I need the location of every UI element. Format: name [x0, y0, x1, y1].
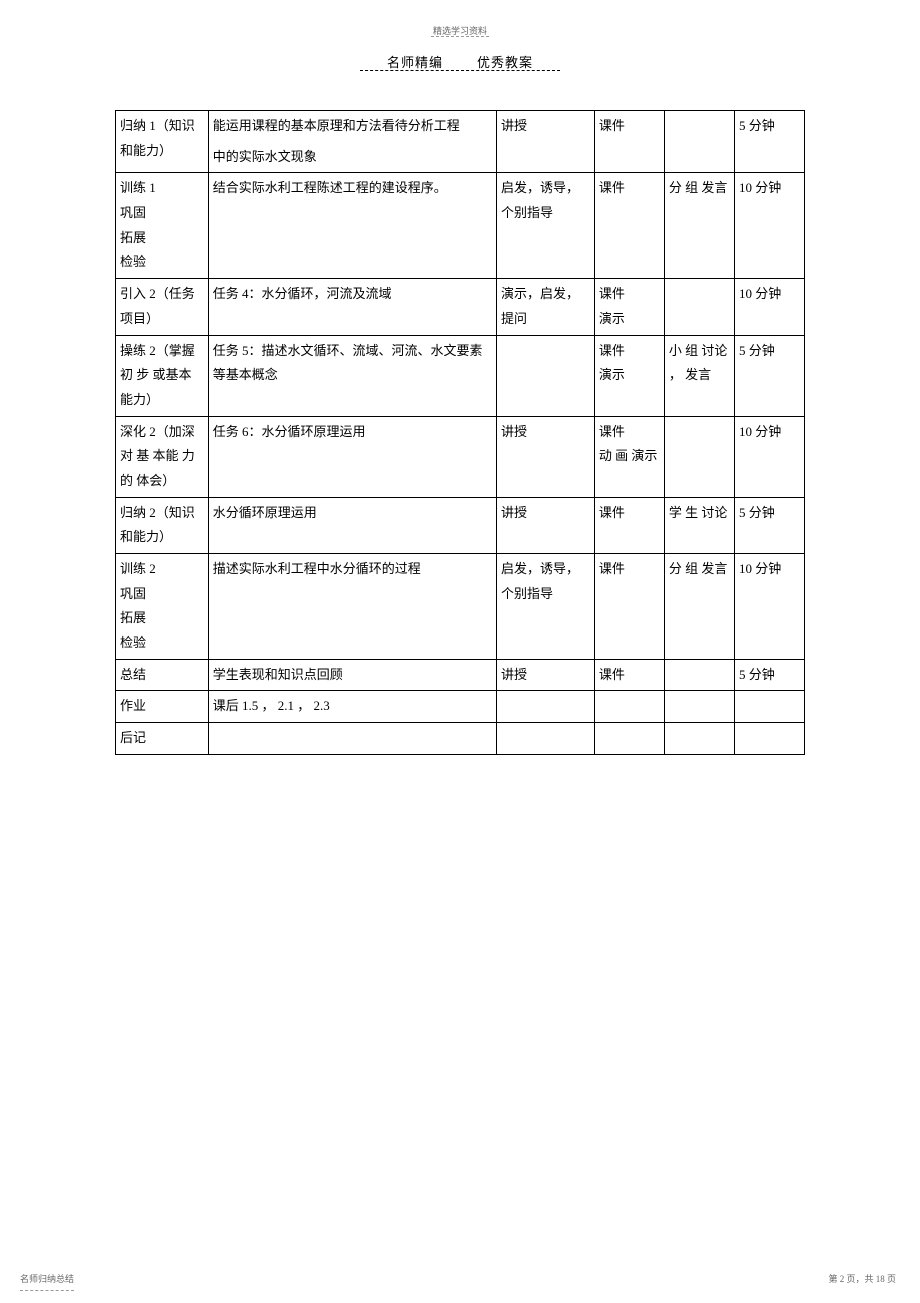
cell-step: 训练 2 巩固 拓展 检验 — [116, 554, 209, 660]
cell-step: 操练 2（掌握 初 步 或基本能力） — [116, 335, 209, 416]
top-label-underline — [431, 36, 489, 37]
cell-step: 后记 — [116, 723, 209, 755]
footer-left-underline — [20, 1290, 74, 1291]
cell-content: 任务 6：水分循环原理运用 — [208, 416, 496, 497]
cell-time: 5 分钟 — [734, 497, 804, 553]
cell-time: 5 分钟 — [734, 659, 804, 691]
cell-time: 10 分钟 — [734, 173, 804, 279]
cell-method: 讲授 — [497, 659, 595, 691]
table-row: 深化 2（加深 对 基 本能 力 的 体会） 任务 6：水分循环原理运用 讲授 … — [116, 416, 805, 497]
cell-media: 课件 — [594, 111, 664, 173]
subtitle-left: 名师精编 — [387, 55, 443, 70]
table-row: 训练 2 巩固 拓展 检验 描述实际水利工程中水分循环的过程 启发，诱导，个别指… — [116, 554, 805, 660]
table-row: 训练 1 巩固 拓展 检验 结合实际水利工程陈述工程的建设程序。 启发，诱导，个… — [116, 173, 805, 279]
cell-step: 训练 1 巩固 拓展 检验 — [116, 173, 209, 279]
cell-media — [594, 723, 664, 755]
subtitle-underline — [360, 70, 560, 71]
cell-content: 中的实际水文现象 — [208, 142, 496, 173]
cell-media: 课件 动 画 演示 — [594, 416, 664, 497]
cell-time: 5 分钟 — [734, 335, 804, 416]
cell-method: 讲授 — [497, 416, 595, 497]
table-row: 作业 课后 1.5 ， 2.1 ， 2.3 — [116, 691, 805, 723]
footer-right: 第 2 页，共 18 页 — [828, 1272, 896, 1285]
cell-media: 课件 — [594, 173, 664, 279]
cell-method: 启发，诱导，个别指导 — [497, 554, 595, 660]
table-row: 归纳 1（知识和能力） 能运用课程的基本原理和方法看待分析工程 讲授 课件 5 … — [116, 111, 805, 142]
cell-activity — [664, 111, 734, 173]
cell-method: 讲授 — [497, 497, 595, 553]
cell-time: 5 分钟 — [734, 111, 804, 173]
cell-activity — [664, 416, 734, 497]
cell-media: 课件 — [594, 554, 664, 660]
cell-time: 10 分钟 — [734, 279, 804, 335]
cell-method — [497, 335, 595, 416]
cell-activity — [664, 691, 734, 723]
footer-left: 名师归纳总结 — [20, 1272, 74, 1285]
lesson-plan-table: 归纳 1（知识和能力） 能运用课程的基本原理和方法看待分析工程 讲授 课件 5 … — [115, 110, 805, 755]
cell-content: 学生表现和知识点回顾 — [208, 659, 496, 691]
cell-step: 引入 2（任务项目） — [116, 279, 209, 335]
cell-content: 任务 4：水分循环，河流及流域 — [208, 279, 496, 335]
cell-method — [497, 691, 595, 723]
cell-activity: 分 组 发言 — [664, 554, 734, 660]
cell-step: 深化 2（加深 对 基 本能 力 的 体会） — [116, 416, 209, 497]
table-row: 总结 学生表现和知识点回顾 讲授 课件 5 分钟 — [116, 659, 805, 691]
cell-content: 任务 5：描述水文循环、流域、河流、水文要素等基本概念 — [208, 335, 496, 416]
cell-time: 10 分钟 — [734, 554, 804, 660]
cell-media: 课件 演示 — [594, 279, 664, 335]
cell-method — [497, 723, 595, 755]
cell-media: 课件 演示 — [594, 335, 664, 416]
cell-content: 结合实际水利工程陈述工程的建设程序。 — [208, 173, 496, 279]
cell-activity: 分 组 发言 — [664, 173, 734, 279]
table-row: 归纳 2（知识和能力） 水分循环原理运用 讲授 课件 学 生 讨论 5 分钟 — [116, 497, 805, 553]
cell-step: 归纳 2（知识和能力） — [116, 497, 209, 553]
cell-time — [734, 723, 804, 755]
cell-method: 演示，启发，提问 — [497, 279, 595, 335]
cell-time: 10 分钟 — [734, 416, 804, 497]
cell-content — [208, 723, 496, 755]
cell-content: 描述实际水利工程中水分循环的过程 — [208, 554, 496, 660]
cell-step: 归纳 1（知识和能力） — [116, 111, 209, 173]
subtitle-right: 优秀教案 — [477, 55, 533, 70]
table-row: 后记 — [116, 723, 805, 755]
cell-method: 启发，诱导，个别指导 — [497, 173, 595, 279]
cell-time — [734, 691, 804, 723]
cell-method: 讲授 — [497, 111, 595, 173]
cell-activity — [664, 723, 734, 755]
table-row: 操练 2（掌握 初 步 或基本能力） 任务 5：描述水文循环、流域、河流、水文要… — [116, 335, 805, 416]
cell-content: 课后 1.5 ， 2.1 ， 2.3 — [208, 691, 496, 723]
cell-activity — [664, 659, 734, 691]
cell-activity: 小 组 讨论 ， 发言 — [664, 335, 734, 416]
cell-step: 作业 — [116, 691, 209, 723]
cell-step: 总结 — [116, 659, 209, 691]
cell-media: 课件 — [594, 497, 664, 553]
table-row: 引入 2（任务项目） 任务 4：水分循环，河流及流域 演示，启发，提问 课件 演… — [116, 279, 805, 335]
cell-media: 课件 — [594, 659, 664, 691]
cell-activity — [664, 279, 734, 335]
cell-media — [594, 691, 664, 723]
cell-content: 能运用课程的基本原理和方法看待分析工程 — [208, 111, 496, 142]
cell-content: 水分循环原理运用 — [208, 497, 496, 553]
cell-activity: 学 生 讨论 — [664, 497, 734, 553]
subtitle: 名师精编 优秀教案 — [0, 52, 920, 71]
